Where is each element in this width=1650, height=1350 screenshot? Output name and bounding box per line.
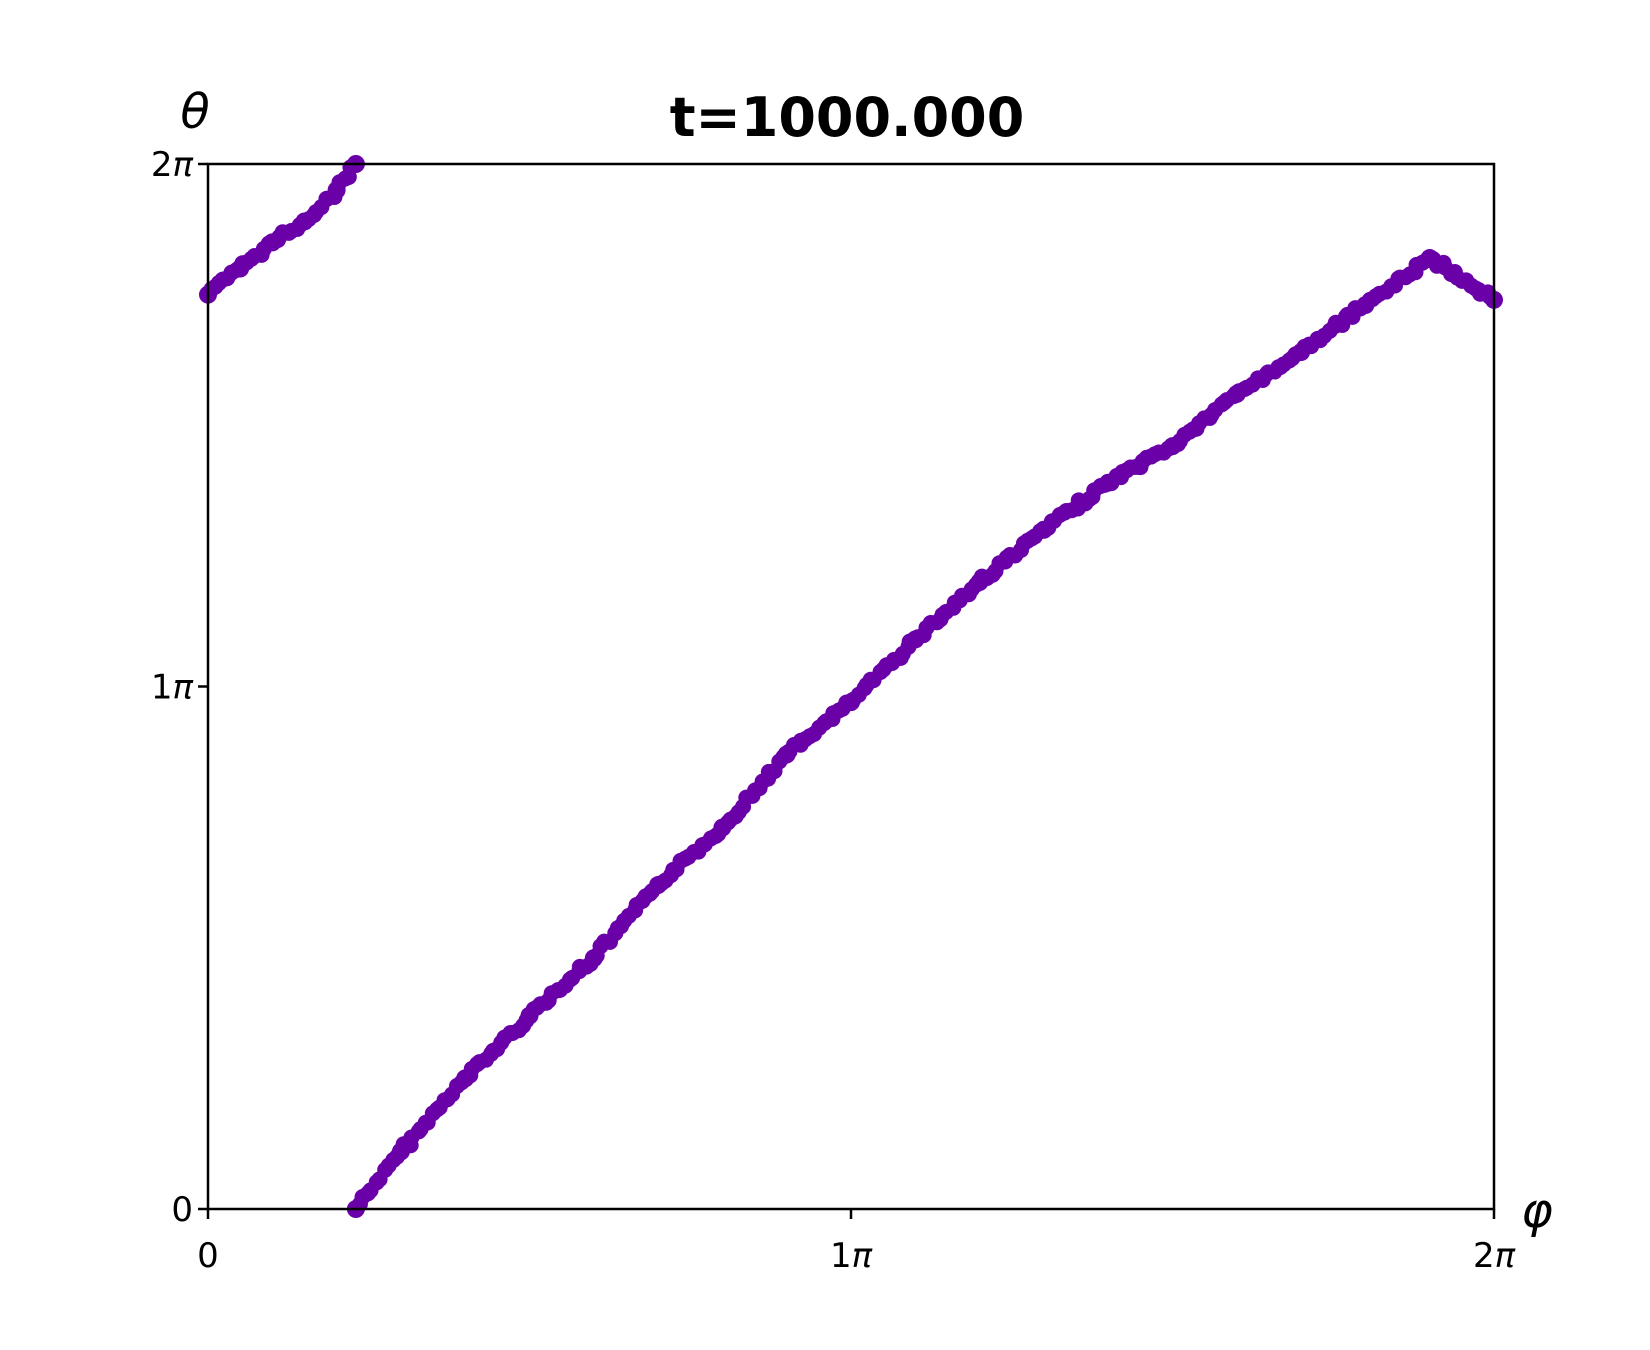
x-tick-label: 1π (830, 1236, 873, 1276)
plot-frame (206, 162, 1496, 1211)
chart-title: t=1000.000 (670, 86, 1025, 149)
y-tick-label: 1π (151, 668, 194, 708)
y-tick-label: 0 (171, 1190, 193, 1230)
axis-ticks: 0 1π 2π 0 1π 2π (151, 145, 1516, 1276)
y-tick-label: 2π (151, 145, 194, 185)
x-axis-label: φ (1521, 1183, 1553, 1239)
data-points (199, 155, 1503, 1218)
x-tick-label: 0 (197, 1236, 219, 1276)
x-tick-label: 2π (1473, 1236, 1516, 1276)
y-axis-label: θ (180, 84, 209, 140)
